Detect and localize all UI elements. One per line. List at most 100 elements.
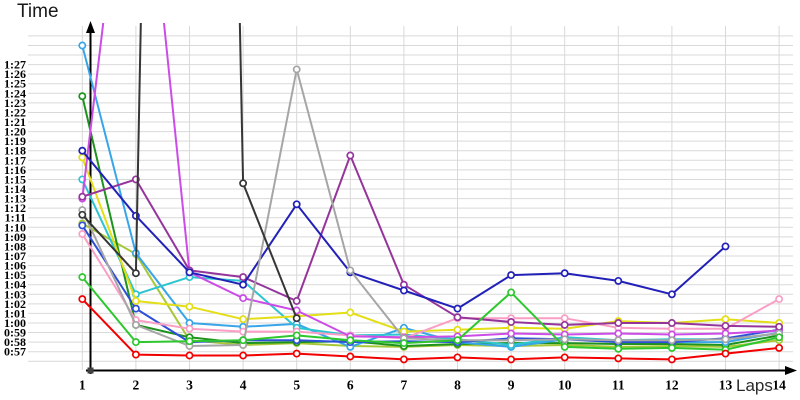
series-line-black <box>81 23 298 319</box>
x-tick-label: 10 <box>558 378 572 393</box>
y-tick-label: 1:21 <box>4 115 26 129</box>
series-pink <box>78 230 784 343</box>
data-point-red-lap-11 <box>614 354 623 363</box>
data-point-gray-lap-9 <box>507 336 516 345</box>
data-point-red-lap-5 <box>292 349 301 358</box>
data-point-pink-lap-1 <box>78 230 87 238</box>
data-point-bright-green-lap-3 <box>185 337 194 346</box>
x-tick-label: 8 <box>454 378 461 393</box>
series-black <box>78 23 301 323</box>
data-point-bright-green-lap-7 <box>399 339 408 348</box>
data-point-red-lap-7 <box>399 355 408 364</box>
data-point-navy-blue-lap-8 <box>453 304 462 313</box>
data-point-navy-blue-lap-4 <box>239 280 248 289</box>
data-point-purple-lap-1 <box>78 192 87 201</box>
data-point-navy-blue-lap-11 <box>614 276 623 285</box>
x-axis-arrow-icon <box>785 366 797 375</box>
data-point-black-lap-2 <box>131 269 140 278</box>
data-point-yellow-lap-6 <box>346 308 355 317</box>
data-point-gray-lap-12 <box>667 336 676 345</box>
data-point-red-lap-8 <box>453 353 462 362</box>
y-tick-label: 1:18 <box>4 144 26 158</box>
data-point-red-lap-4 <box>239 351 248 360</box>
series-line-pink <box>81 233 780 340</box>
x-tick-label: 6 <box>347 378 354 393</box>
series-line-red <box>81 298 780 361</box>
data-point-purple-lap-14 <box>775 322 784 331</box>
y-axis-title: Time <box>17 1 59 22</box>
data-point-purple-lap-9 <box>507 318 516 326</box>
y-tick-label: 0:57 <box>4 345 26 359</box>
series-purple <box>78 151 784 331</box>
y-tick-label: 0:59 <box>4 326 26 340</box>
y-tick-label: 1:11 <box>5 211 26 225</box>
data-point-red-lap-6 <box>346 352 355 361</box>
data-point-pink-lap-3 <box>185 324 194 333</box>
series-line-dark-green <box>81 95 780 347</box>
x-axis-title: Laps <box>736 376 773 395</box>
series-royal-blue <box>78 221 784 347</box>
data-point-navy-blue-lap-10 <box>560 269 569 278</box>
data-point-magenta-lap-11 <box>614 329 623 338</box>
data-point-purple-lap-10 <box>560 320 569 329</box>
data-point-gray-lap-2 <box>131 320 140 329</box>
data-point-bright-green-lap-11 <box>614 344 623 353</box>
data-point-yellow-lap-13 <box>721 315 730 324</box>
data-point-navy-blue-lap-12 <box>667 290 676 299</box>
data-point-purple-lap-5 <box>292 297 301 305</box>
data-point-bright-green-lap-10 <box>560 342 569 351</box>
data-point-bright-green-lap-6 <box>346 336 355 345</box>
data-point-black-lap-4 <box>239 179 248 188</box>
data-point-navy-blue-lap-7 <box>399 286 408 295</box>
data-point-red-lap-12 <box>667 355 676 364</box>
x-tick-label: 7 <box>401 378 408 393</box>
data-point-black-lap-5 <box>292 314 301 323</box>
y-tick-label: 1:17 <box>4 153 26 167</box>
y-tick-label: 1:02 <box>4 297 26 311</box>
data-point-yellow-lap-2 <box>131 297 140 305</box>
data-point-royal-blue-lap-1 <box>78 221 87 230</box>
y-tick-label: 1:09 <box>4 230 26 244</box>
y-tick-label: 1:16 <box>4 163 26 177</box>
x-tick-label: 13 <box>719 378 733 393</box>
data-point-magenta-lap-4 <box>239 294 248 303</box>
data-point-bright-green-lap-1 <box>78 273 87 282</box>
y-tick-label: 1:25 <box>4 77 26 91</box>
y-tick-label: 1:20 <box>4 125 26 139</box>
y-tick-label: 1:03 <box>4 287 26 301</box>
data-point-gray-lap-13 <box>721 335 730 344</box>
series-line-magenta <box>81 23 780 339</box>
y-tick-label: 1:06 <box>4 259 26 273</box>
y-tick-label: 1:10 <box>4 220 26 234</box>
x-tick-label: 3 <box>186 378 193 393</box>
data-point-navy-blue-lap-9 <box>507 271 516 280</box>
y-tick-label: 1:08 <box>4 239 26 253</box>
data-point-red-lap-9 <box>507 355 516 364</box>
y-tick-label: 1:23 <box>4 96 26 110</box>
data-point-purple-lap-12 <box>667 319 676 327</box>
data-point-purple-lap-11 <box>614 319 623 327</box>
data-point-red-lap-10 <box>560 353 569 362</box>
y-tick-label: 1:14 <box>4 182 26 196</box>
data-point-sky-blue-lap-1 <box>78 41 87 50</box>
data-point-yellow-lap-8 <box>453 325 462 334</box>
x-tick-label: 5 <box>293 378 300 393</box>
data-point-navy-blue-lap-3 <box>185 268 194 277</box>
series-gray <box>78 65 784 350</box>
series-line-gray <box>81 68 780 347</box>
data-point-gray-lap-10 <box>560 335 569 344</box>
data-point-yellow-lap-1 <box>78 153 87 162</box>
data-point-navy-blue-lap-13 <box>721 242 730 251</box>
x-tick-label: 9 <box>508 378 515 393</box>
x-tick-label: 4 <box>240 378 247 393</box>
data-point-navy-blue-lap-1 <box>78 146 87 155</box>
y-tick-label: 1:22 <box>4 105 26 119</box>
data-point-yellow-lap-4 <box>239 315 248 324</box>
y-tick-label: 1:01 <box>4 306 26 320</box>
series-line-bright-green <box>81 276 780 351</box>
data-point-pink-lap-14 <box>775 295 784 304</box>
y-tick-label: 1:15 <box>4 172 26 186</box>
data-point-red-lap-3 <box>185 351 194 360</box>
data-point-bright-green-lap-4 <box>239 336 248 345</box>
data-point-red-lap-1 <box>78 295 87 304</box>
